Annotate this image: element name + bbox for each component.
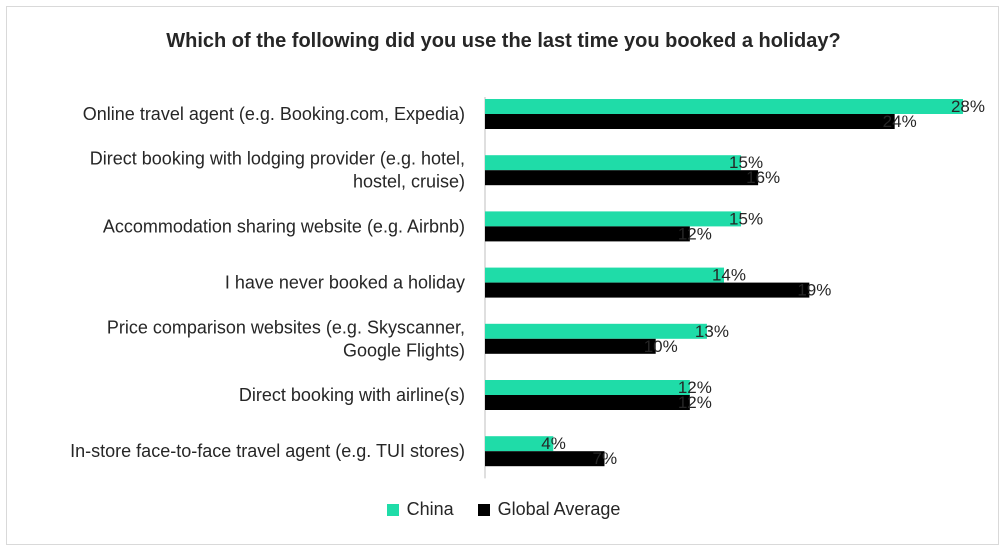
- legend-label-china: China: [406, 499, 454, 519]
- bar-global-average: [485, 395, 690, 410]
- bar-china: [485, 323, 707, 339]
- data-label-china: 13%: [695, 322, 729, 341]
- data-label-global-average: 12%: [678, 224, 712, 243]
- bar-china: [485, 380, 690, 395]
- data-label-china: 14%: [712, 266, 746, 285]
- bar-china: [485, 436, 554, 452]
- bar-global-average: [485, 114, 895, 129]
- data-label-global-average: 19%: [797, 281, 831, 300]
- data-label-global-average: 12%: [678, 393, 712, 412]
- data-label-china: 4%: [541, 434, 566, 453]
- category-label: Price comparison websites (e.g. Skyscann…: [107, 317, 465, 360]
- category-label-line: hostel, cruise): [353, 172, 465, 192]
- data-label-global-average: 16%: [746, 168, 780, 187]
- category-label: Direct booking with lodging provider (e.…: [90, 149, 465, 192]
- data-label-global-average: 24%: [883, 112, 917, 131]
- data-label-global-average: 10%: [644, 337, 678, 356]
- data-label-china: 15%: [729, 153, 763, 172]
- legend-item-global-average: Global Average: [477, 499, 621, 520]
- category-label: Direct booking with airline(s): [239, 385, 465, 405]
- bar-china: [485, 211, 742, 227]
- category-label-line: In-store face-to-face travel agent (e.g.…: [70, 441, 465, 461]
- bar-china: [485, 155, 742, 171]
- chart-title: Which of the following did you use the l…: [166, 30, 841, 52]
- category-label-line: Online travel agent (e.g. Booking.com, E…: [83, 104, 465, 124]
- category-label-line: Direct booking with lodging provider (e.…: [90, 149, 465, 169]
- category-label: I have never booked a holiday: [225, 273, 465, 293]
- category-label-line: Direct booking with airline(s): [239, 385, 465, 405]
- data-label-china: 12%: [678, 378, 712, 397]
- bar-china: [485, 99, 963, 114]
- category-label: In-store face-to-face travel agent (e.g.…: [70, 441, 465, 461]
- legend-label-global-average: Global Average: [497, 499, 621, 519]
- legend: China Global Average: [0, 499, 1007, 520]
- category-label-line: Accommodation sharing website (e.g. Airb…: [103, 216, 465, 236]
- data-label-china: 15%: [729, 209, 763, 228]
- data-label-global-average: 7%: [592, 449, 617, 468]
- category-label-line: Price comparison websites (e.g. Skyscann…: [107, 317, 465, 337]
- legend-swatch-china: [386, 503, 399, 516]
- data-label-china: 28%: [951, 97, 985, 116]
- legend-swatch-global-average: [477, 503, 490, 516]
- bar-global-average: [485, 170, 759, 186]
- legend-item-china: China: [386, 499, 454, 520]
- category-label: Online travel agent (e.g. Booking.com, E…: [83, 104, 465, 124]
- category-label-line: Google Flights): [343, 340, 465, 360]
- category-label: Accommodation sharing website (e.g. Airb…: [103, 216, 465, 236]
- category-label-line: I have never booked a holiday: [225, 273, 465, 293]
- bar-global-average: [485, 338, 656, 354]
- bar-global-average: [485, 451, 605, 467]
- bar-global-average: [485, 226, 690, 242]
- bar-global-average: [485, 282, 810, 298]
- bar-china: [485, 267, 724, 283]
